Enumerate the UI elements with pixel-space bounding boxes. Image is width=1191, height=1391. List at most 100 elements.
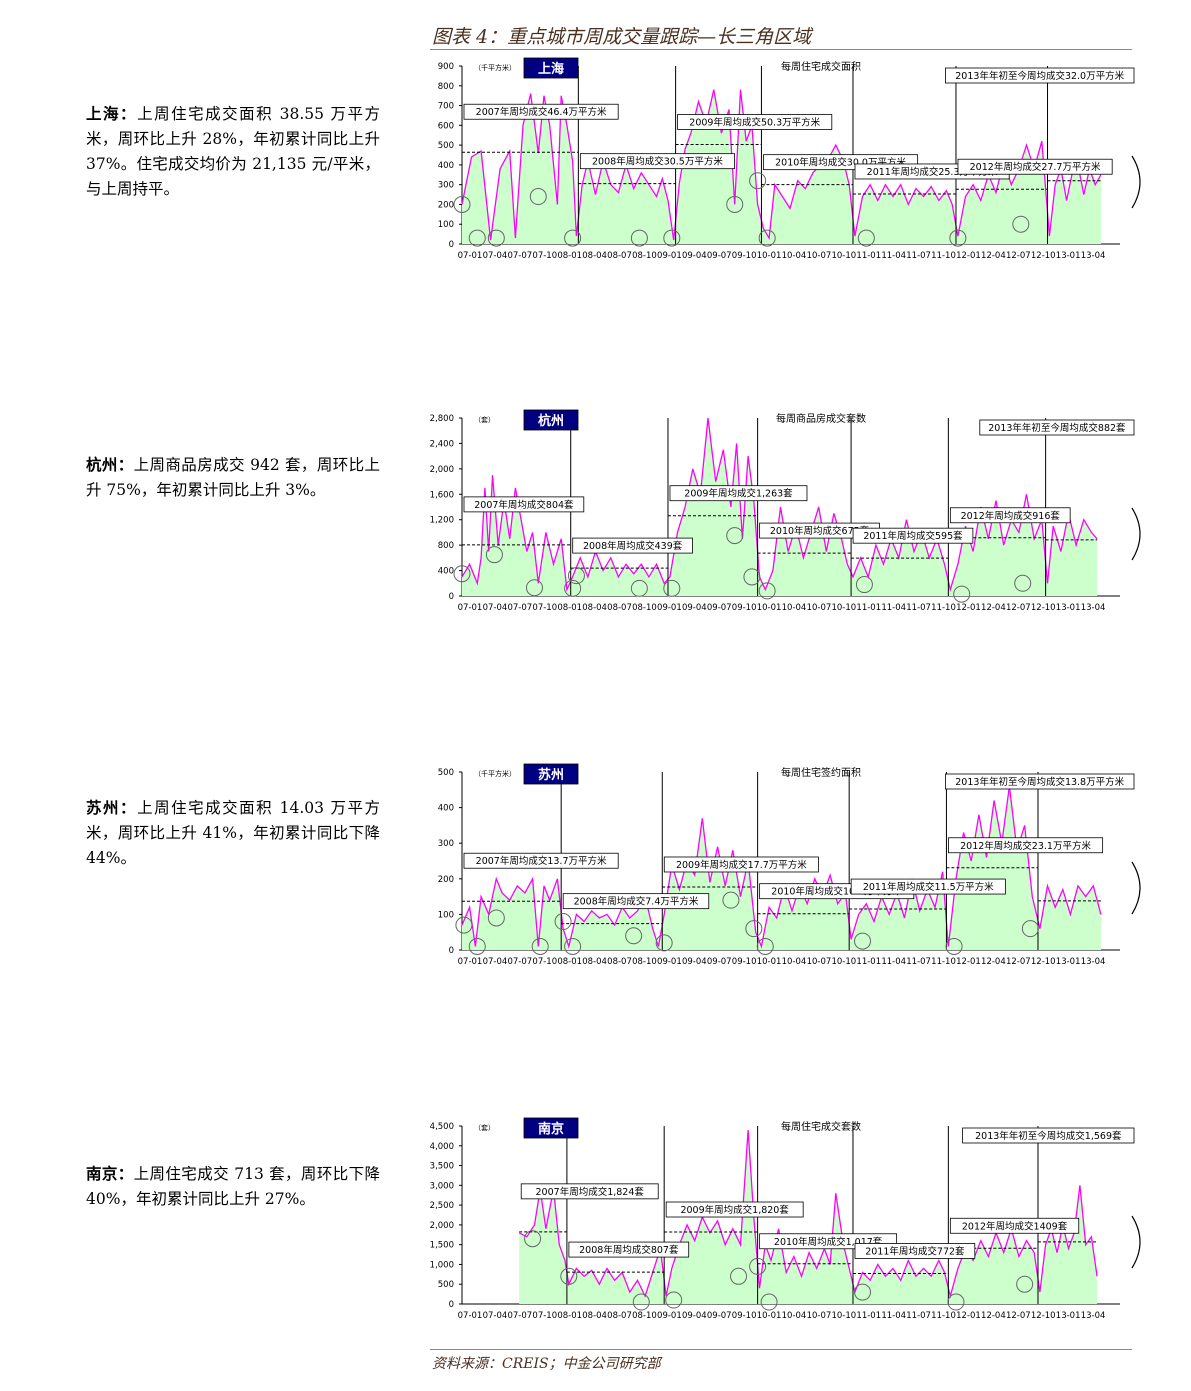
x-tick-label: 09-01 bbox=[657, 251, 682, 261]
x-tick-label: 11-07 bbox=[906, 251, 931, 261]
x-tick-label: 08-07 bbox=[607, 251, 632, 261]
highlight-circle bbox=[663, 229, 681, 247]
x-tick-label: 13-01 bbox=[1056, 1311, 1081, 1321]
x-tick-label: 09-10 bbox=[732, 603, 757, 613]
highlight-circle bbox=[1012, 215, 1030, 233]
suzhou-paragraph: 苏州：上周住宅成交面积 14.03 万平方米，周环比上升 41%，年初累计同比下… bbox=[86, 795, 380, 871]
x-tick-label: 07-04 bbox=[483, 251, 508, 261]
x-tick-label: 07-01 bbox=[458, 1311, 483, 1321]
x-tick-label: 09-04 bbox=[682, 957, 707, 967]
x-tick-label: 07-04 bbox=[483, 957, 508, 967]
highlight-circle bbox=[854, 932, 872, 950]
x-tick-label: 11-01 bbox=[856, 1311, 881, 1321]
year-average-label-box bbox=[850, 878, 1006, 895]
x-tick-label: 07-10 bbox=[532, 251, 557, 261]
highlight-circle bbox=[947, 1293, 965, 1311]
y-tick-label: 1,200 bbox=[430, 516, 454, 526]
highlight-circle bbox=[453, 565, 471, 583]
x-tick-label: 11-10 bbox=[931, 1311, 956, 1321]
year-average-label-box bbox=[945, 773, 1135, 790]
x-tick-label: 13-04 bbox=[1081, 251, 1106, 261]
year-average-label-box bbox=[979, 419, 1135, 436]
chart-title: 每周商品房成交套数 bbox=[776, 412, 866, 425]
x-tick-label: 10-04 bbox=[782, 251, 807, 261]
year-average-label-box bbox=[669, 485, 808, 502]
year-average-label: 2011年周均成交595套 bbox=[863, 530, 963, 542]
city-label-box bbox=[523, 57, 579, 79]
x-tick-label: 08-10 bbox=[632, 251, 657, 261]
x-tick-label: 11-01 bbox=[856, 957, 881, 967]
x-tick-label: 10-01 bbox=[757, 251, 782, 261]
chart-title: 每周住宅成交面积 bbox=[781, 60, 861, 73]
x-tick-label: 11-10 bbox=[931, 251, 956, 261]
paragraph-text: 上周住宅成交面积 14.03 万平方米，周环比上升 41%，年初累计同比下降 4… bbox=[86, 799, 380, 867]
x-tick-label: 08-01 bbox=[557, 1311, 582, 1321]
x-tick-label: 10-07 bbox=[807, 603, 832, 613]
x-tick-label: 08-01 bbox=[557, 603, 582, 613]
year-average-label-box bbox=[962, 1127, 1135, 1144]
year-average-label: 2013年年初至今周均成交1,569套 bbox=[975, 1130, 1122, 1142]
highlight-circle bbox=[749, 1257, 767, 1275]
x-tick-label: 13-04 bbox=[1081, 957, 1106, 967]
highlight-circle bbox=[453, 195, 471, 213]
highlight-circle bbox=[1021, 920, 1039, 938]
unit-label: （千平方米） bbox=[474, 769, 516, 778]
x-tick-label: 13-01 bbox=[1056, 251, 1081, 261]
highlight-circle bbox=[487, 229, 505, 247]
x-tick-label: 09-10 bbox=[732, 957, 757, 967]
x-tick-label: 11-10 bbox=[931, 957, 956, 967]
x-tick-label: 12-04 bbox=[981, 251, 1006, 261]
x-tick-label: 07-10 bbox=[532, 957, 557, 967]
x-tick-label: 11-10 bbox=[931, 603, 956, 613]
x-tick-label: 10-10 bbox=[831, 603, 856, 613]
city-name: 南京： bbox=[86, 1164, 134, 1183]
highlight-circle bbox=[567, 567, 585, 585]
x-tick-label: 09-07 bbox=[707, 957, 732, 967]
y-tick-label: 500 bbox=[438, 768, 454, 778]
unit-label: （千平方米） bbox=[474, 63, 516, 72]
city-label: 杭州 bbox=[538, 413, 564, 429]
paragraph-text: 上周商品房成交 942 套，周环比上升 75%，年初累计同比上升 3%。 bbox=[86, 456, 380, 499]
x-tick-label: 10-07 bbox=[807, 1311, 832, 1321]
city-label-box bbox=[523, 1117, 579, 1139]
y-tick-label: 900 bbox=[438, 62, 454, 72]
x-tick-label: 12-10 bbox=[1031, 1311, 1056, 1321]
y-tick-label: 400 bbox=[438, 567, 454, 577]
y-tick-label: 2,000 bbox=[430, 1221, 454, 1231]
highlight-circle bbox=[663, 579, 681, 597]
series-line bbox=[461, 786, 1102, 949]
highlight-circle bbox=[531, 937, 549, 955]
suzhou-chart: 0 100 200 300 400 500 07-01 07-04 07-07 07-10 08-0… bbox=[420, 763, 1155, 979]
nanjing-paragraph: 南京：上周住宅成交 713 套，周环比下降 40%，年初累计同比上升 27%。 bbox=[86, 1161, 380, 1212]
highlight-circle bbox=[758, 229, 776, 247]
x-tick-label: 12-10 bbox=[1031, 251, 1056, 261]
source-note: 资料来源：CREIS；中金公司研究部 bbox=[432, 1356, 661, 1372]
highlight-circle bbox=[857, 229, 875, 247]
year-average-label: 2007年周均成交804套 bbox=[474, 499, 574, 511]
year-average-label: 2007年周均成交1,824套 bbox=[536, 1186, 645, 1198]
x-tick-label: 08-01 bbox=[557, 251, 582, 261]
highlight-circle bbox=[630, 229, 648, 247]
year-average-label-box bbox=[579, 153, 735, 170]
x-tick-label: 08-01 bbox=[557, 957, 582, 967]
highlight-circle bbox=[468, 937, 486, 955]
nanjing-chart: 0 500 1,000 1,500 2,000 2,500 3,000 3,500 4,000 4… bbox=[420, 1117, 1155, 1333]
highlight-circle bbox=[945, 937, 963, 955]
highlight-circle bbox=[625, 927, 643, 945]
y-tick-label: 400 bbox=[438, 804, 454, 814]
highlight-circle bbox=[855, 576, 873, 594]
x-tick-label: 10-10 bbox=[831, 957, 856, 967]
x-tick-label: 07-01 bbox=[458, 603, 483, 613]
x-tick-label: 08-04 bbox=[582, 1311, 607, 1321]
y-tick-label: 1,600 bbox=[430, 490, 454, 500]
highlight-circle bbox=[1014, 574, 1032, 592]
y-tick-label: 2,800 bbox=[430, 414, 454, 424]
x-tick-label: 08-07 bbox=[607, 603, 632, 613]
x-tick-label: 07-07 bbox=[507, 957, 532, 967]
y-tick-label: 2,500 bbox=[430, 1201, 454, 1211]
x-tick-label: 12-04 bbox=[981, 1311, 1006, 1321]
year-average-label: 2008年周均成交30.5万平方米 bbox=[592, 156, 723, 168]
x-tick-label: 11-04 bbox=[881, 251, 906, 261]
x-tick-label: 08-04 bbox=[582, 957, 607, 967]
y-tick-label: 500 bbox=[438, 1280, 454, 1290]
